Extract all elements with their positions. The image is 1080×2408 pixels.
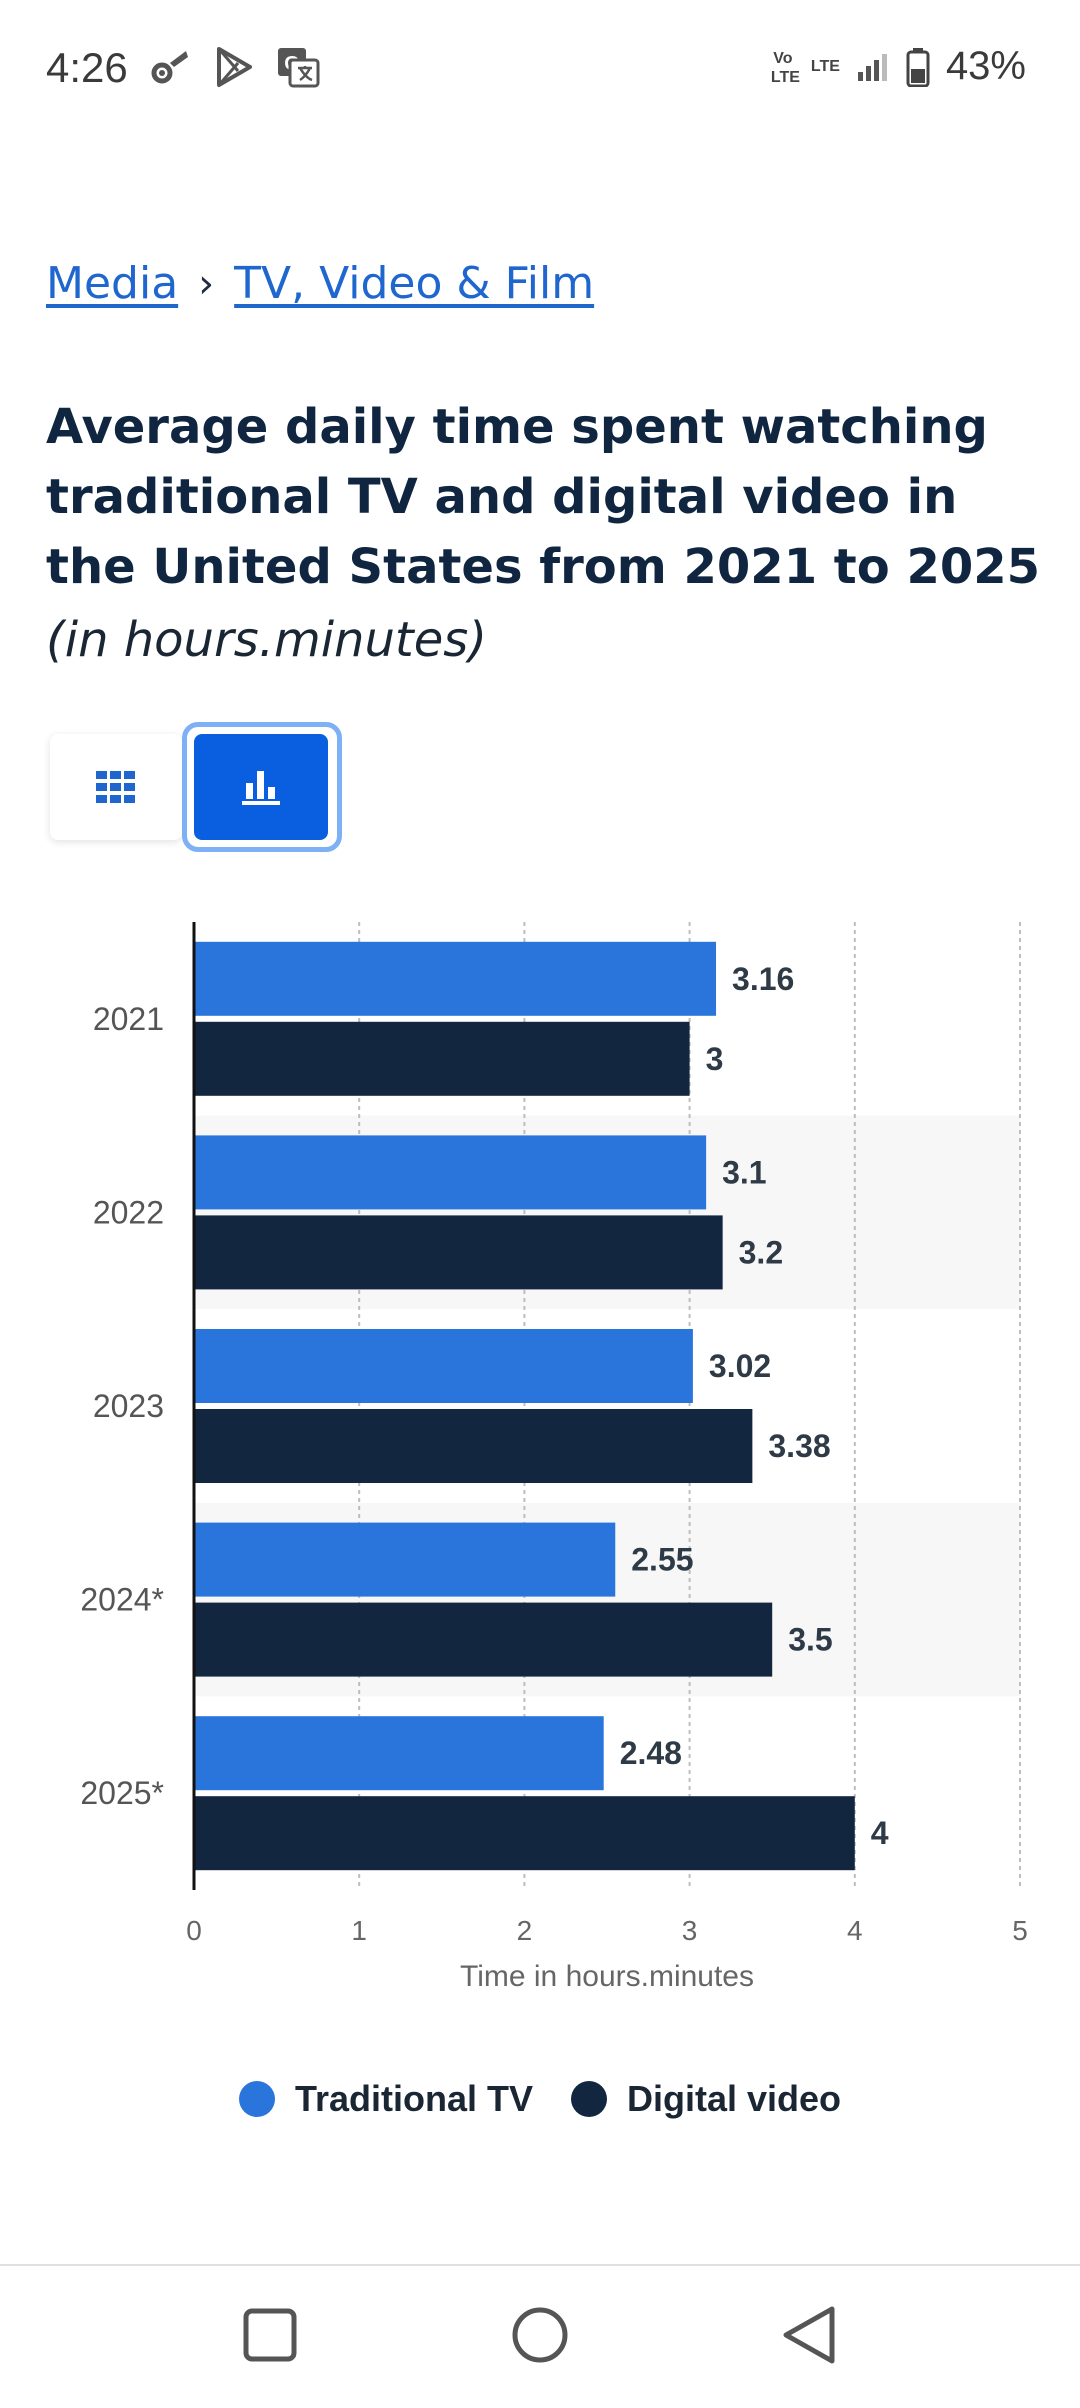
y-category-label: 2024* xyxy=(80,1582,164,1618)
breadcrumb-link-media[interactable]: Media xyxy=(46,258,179,309)
table-icon xyxy=(96,771,135,803)
chart-view-button[interactable] xyxy=(194,734,328,840)
bar xyxy=(194,1021,690,1096)
data-label: 3 xyxy=(706,1041,724,1077)
legend-label-digital-video: Digital video xyxy=(627,2078,842,2119)
system-nav-bar xyxy=(0,2266,1080,2408)
back-button[interactable] xyxy=(775,2300,845,2370)
bar xyxy=(194,1409,753,1483)
data-label: 3.38 xyxy=(768,1428,830,1464)
square-icon xyxy=(243,2308,297,2362)
legend-label-traditional-tv: Traditional TV xyxy=(294,2078,533,2119)
x-tick-label: 0 xyxy=(186,1915,202,1946)
status-bar: 4:26 G Vo LTE LTE xyxy=(0,0,1080,140)
bar xyxy=(194,1522,616,1597)
signal-icon xyxy=(857,53,887,81)
chart-view-focus-ring xyxy=(182,722,342,852)
data-label: 2.48 xyxy=(620,1735,682,1771)
bar xyxy=(194,1329,693,1403)
bar xyxy=(194,1796,855,1871)
bar-chart: 0 1 2 3 4 5 3.16 3 2021 3.1 3.2 2022 3.02 3.38 2023 2.5… xyxy=(80,922,1028,1993)
data-label: 3.2 xyxy=(739,1234,783,1270)
legend-item-digital-video[interactable]: Digital video xyxy=(571,2078,841,2120)
settings-icon xyxy=(151,51,188,84)
bar xyxy=(194,1716,604,1791)
x-tick-label: 3 xyxy=(682,1915,698,1946)
x-tick-label: 1 xyxy=(351,1915,367,1946)
data-label: 3.5 xyxy=(788,1622,832,1658)
legend-marker-digital-video xyxy=(571,2081,607,2117)
y-category-label: 2021 xyxy=(93,1001,164,1037)
data-label: 3.16 xyxy=(732,961,794,997)
bar xyxy=(194,941,717,1016)
lte-indicator: LTE xyxy=(810,57,840,75)
x-axis-title: Time in hours.minutes xyxy=(460,1960,754,1993)
bar xyxy=(194,1135,707,1210)
play-store-icon xyxy=(217,47,252,87)
status-system-icons: Vo LTE LTE 43% xyxy=(771,44,1026,89)
breadcrumb-separator: › xyxy=(198,260,215,307)
data-label: 2.55 xyxy=(631,1542,693,1578)
bar xyxy=(194,1602,773,1677)
data-label: 3.1 xyxy=(722,1154,766,1190)
data-label: 4 xyxy=(871,1815,889,1851)
page-subtitle: (in hours.minutes) xyxy=(46,612,487,668)
nav-divider xyxy=(0,2264,1080,2266)
x-tick-label: 2 xyxy=(517,1915,533,1946)
status-notification-icons: G xyxy=(148,46,320,88)
y-category-label: 2022 xyxy=(93,1194,164,1230)
table-view-button[interactable] xyxy=(50,734,182,840)
battery-percent: 43% xyxy=(945,44,1026,88)
status-time: 4:26 xyxy=(46,44,128,91)
breadcrumb: Media › TV, Video & Film xyxy=(46,258,594,309)
legend-item-traditional-tv[interactable]: Traditional TV xyxy=(238,2078,533,2120)
back-triangle-icon xyxy=(783,2306,835,2364)
chart-legend: Traditional TV Digital video xyxy=(0,2078,1080,2120)
breadcrumb-link-tv-video-film[interactable]: TV, Video & Film xyxy=(234,258,595,309)
bar-chart-icon xyxy=(242,771,280,805)
legend-marker-traditional-tv xyxy=(238,2081,275,2117)
battery-icon xyxy=(906,47,930,87)
x-tick-label: 5 xyxy=(1012,1915,1028,1946)
y-category-label: 2023 xyxy=(93,1388,164,1424)
circle-icon xyxy=(512,2307,568,2363)
home-button[interactable] xyxy=(505,2300,575,2370)
volte-indicator: Vo LTE xyxy=(770,49,800,86)
bar xyxy=(194,1215,723,1290)
page-title: Average daily time spent watching tradit… xyxy=(46,399,1041,595)
y-category-label: 2025* xyxy=(80,1775,164,1811)
x-tick-label: 4 xyxy=(847,1915,863,1946)
data-label: 3.02 xyxy=(709,1348,771,1384)
translate-icon: G xyxy=(278,48,320,88)
recents-button[interactable] xyxy=(235,2300,305,2370)
